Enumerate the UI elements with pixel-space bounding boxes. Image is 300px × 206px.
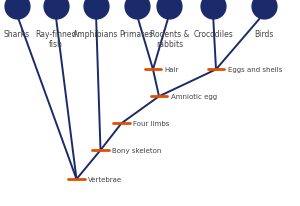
Text: Rodents &
rabbits: Rodents & rabbits <box>150 30 189 48</box>
Text: Amniotic egg: Amniotic egg <box>171 94 217 100</box>
Point <box>262 6 266 9</box>
Point <box>53 6 58 9</box>
Text: Vertebrae: Vertebrae <box>88 176 122 182</box>
Text: Birds: Birds <box>254 30 274 39</box>
Point <box>94 6 98 9</box>
Point <box>211 6 215 9</box>
Text: Hair: Hair <box>165 67 179 73</box>
Point <box>134 6 139 9</box>
Text: Eggs and shells: Eggs and shells <box>228 67 282 73</box>
Point <box>14 6 19 9</box>
Text: Four limbs: Four limbs <box>134 121 170 126</box>
Text: Primates: Primates <box>120 30 153 39</box>
Text: Bony skeleton: Bony skeleton <box>112 147 162 153</box>
Point <box>167 6 172 9</box>
Text: Crocodiles: Crocodiles <box>193 30 233 39</box>
Text: Ray-finned
fish: Ray-finned fish <box>35 30 76 48</box>
Text: Sharks: Sharks <box>3 30 30 39</box>
Text: Amphibians: Amphibians <box>73 30 119 39</box>
